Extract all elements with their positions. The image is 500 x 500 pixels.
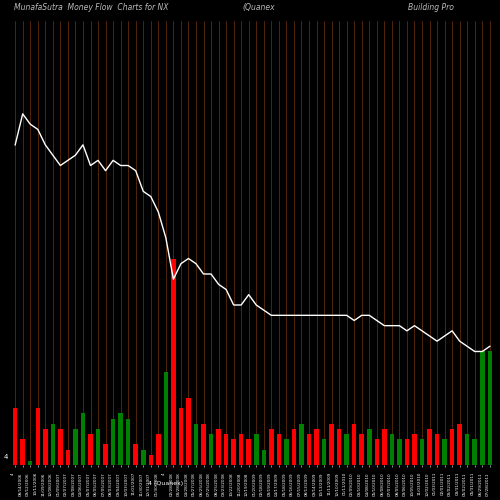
Bar (276, 434, 281, 465)
Bar (360, 434, 364, 465)
Bar (13, 408, 18, 465)
Bar (126, 418, 130, 465)
Bar (390, 434, 394, 465)
Bar (344, 434, 349, 465)
Bar (420, 440, 424, 465)
Bar (43, 429, 48, 465)
Bar (148, 455, 153, 465)
Bar (171, 258, 175, 465)
Bar (299, 424, 304, 465)
Text: 4 (Quanex): 4 (Quanex) (148, 480, 184, 486)
Bar (111, 418, 116, 465)
Bar (397, 440, 402, 465)
Bar (66, 450, 70, 465)
Bar (435, 434, 440, 465)
Bar (428, 429, 432, 465)
Bar (306, 434, 312, 465)
Bar (382, 429, 386, 465)
Text: Building Pro: Building Pro (408, 3, 454, 12)
Bar (404, 440, 409, 465)
Bar (442, 440, 447, 465)
Bar (216, 429, 221, 465)
Bar (412, 434, 416, 465)
Bar (178, 408, 183, 465)
Bar (488, 352, 492, 465)
Bar (337, 429, 342, 465)
Bar (141, 450, 146, 465)
Bar (209, 434, 214, 465)
Bar (58, 429, 62, 465)
Bar (239, 434, 244, 465)
Bar (186, 398, 190, 465)
Bar (322, 440, 326, 465)
Bar (134, 444, 138, 465)
Bar (480, 352, 484, 465)
Bar (232, 440, 236, 465)
Bar (104, 444, 108, 465)
Text: MunafaSutra  Money Flow  Charts for NX: MunafaSutra Money Flow Charts for NX (14, 3, 168, 12)
Bar (156, 434, 160, 465)
Bar (36, 408, 40, 465)
Bar (28, 461, 32, 465)
Bar (352, 424, 356, 465)
Bar (458, 424, 462, 465)
Bar (330, 424, 334, 465)
Text: 4: 4 (4, 454, 8, 460)
Bar (472, 440, 477, 465)
Bar (465, 434, 469, 465)
Bar (88, 434, 93, 465)
Bar (80, 414, 85, 465)
Bar (246, 440, 251, 465)
Bar (224, 434, 228, 465)
Bar (254, 434, 258, 465)
Bar (314, 429, 319, 465)
Bar (269, 429, 274, 465)
Text: (Quanex: (Quanex (243, 3, 276, 12)
Bar (374, 440, 379, 465)
Bar (20, 440, 25, 465)
Bar (50, 424, 55, 465)
Bar (73, 429, 78, 465)
Bar (118, 414, 123, 465)
Bar (202, 424, 206, 465)
Bar (96, 429, 100, 465)
Bar (284, 440, 288, 465)
Bar (367, 429, 372, 465)
Bar (164, 372, 168, 465)
Bar (194, 424, 198, 465)
Bar (292, 429, 296, 465)
Bar (262, 450, 266, 465)
Bar (450, 429, 454, 465)
